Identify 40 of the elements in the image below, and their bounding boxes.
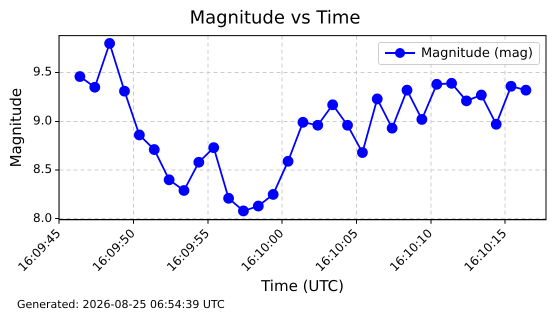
point xyxy=(461,95,472,106)
point xyxy=(238,206,249,216)
point xyxy=(178,185,190,196)
point xyxy=(74,71,86,82)
point xyxy=(252,200,264,212)
point xyxy=(268,188,279,200)
point xyxy=(148,144,160,155)
point xyxy=(119,86,130,97)
point xyxy=(164,174,175,186)
chart-title: Magnitude vs Time xyxy=(190,7,360,28)
point xyxy=(104,38,116,49)
point xyxy=(446,78,457,89)
point xyxy=(327,99,338,110)
point xyxy=(520,84,532,96)
y-axis-title: Magnitude xyxy=(6,88,25,168)
point xyxy=(193,156,204,168)
point xyxy=(208,142,220,154)
point xyxy=(134,130,145,140)
point xyxy=(282,156,294,167)
legend-label: Magnitude (mag) xyxy=(420,46,533,61)
point xyxy=(431,78,442,90)
point xyxy=(476,90,487,100)
y-tick-label: 8.5 xyxy=(32,162,52,176)
point xyxy=(402,84,412,96)
y-tick-label: 9.0 xyxy=(32,113,52,128)
point xyxy=(372,94,383,104)
point xyxy=(386,122,398,134)
y-tick-label: 9.5 xyxy=(32,64,52,79)
y-tick-label: 8.0 xyxy=(32,210,52,225)
point xyxy=(298,116,308,128)
point xyxy=(506,80,516,92)
point xyxy=(89,82,100,93)
x-axis-title: Time (UTC) xyxy=(260,276,344,295)
text: Generated: 2026-08-25 06:54:39 UTC xyxy=(17,298,225,311)
point xyxy=(490,118,502,130)
point xyxy=(342,120,353,131)
point xyxy=(416,114,428,125)
point xyxy=(312,120,324,131)
point xyxy=(223,192,234,204)
point xyxy=(357,147,368,158)
